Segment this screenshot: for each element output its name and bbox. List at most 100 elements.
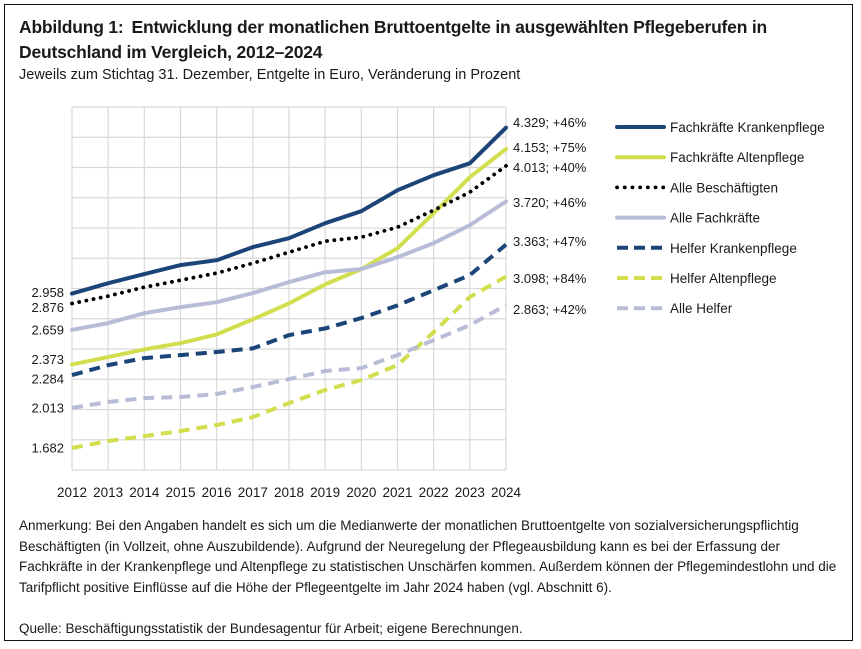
data-point	[106, 321, 110, 325]
figure-subtitle: Jeweils zum Stichtag 31. Dezember, Entge…	[19, 67, 521, 83]
data-point	[251, 291, 255, 295]
end-value-label: 4.329; +46%	[513, 115, 587, 130]
data-point	[142, 272, 146, 276]
data-point	[70, 362, 74, 366]
data-point	[323, 270, 327, 274]
data-point	[468, 323, 472, 327]
data-point	[504, 164, 508, 168]
figure-number: Abbildung 1:	[19, 17, 124, 37]
start-value-label: 2.958	[31, 285, 64, 300]
x-tick-label: 2022	[419, 485, 449, 500]
data-point	[432, 330, 436, 334]
data-point	[504, 147, 508, 151]
data-point	[359, 366, 363, 370]
series-line-helfer-krankenpflege	[71, 243, 508, 378]
data-point	[359, 209, 363, 213]
data-point	[396, 255, 400, 259]
data-point	[215, 300, 219, 304]
data-point	[106, 400, 110, 404]
data-point	[142, 311, 146, 315]
data-point	[432, 241, 436, 245]
x-tick-label: 2019	[310, 485, 340, 500]
data-point	[215, 271, 219, 275]
data-point	[432, 288, 436, 292]
data-point	[396, 188, 400, 192]
data-point	[142, 347, 146, 351]
end-value-labels: 4.329; +46% 4.153; +75% 4.013; +40% 3.720; …	[513, 115, 587, 317]
series-line-alle-besch-ftigten	[70, 163, 508, 306]
data-point	[396, 225, 400, 229]
data-point	[251, 245, 255, 249]
data-point	[468, 223, 472, 227]
data-point	[215, 392, 219, 396]
series-line-alle-fachkr-fte	[70, 199, 508, 332]
end-value-label: 2.863; +42%	[513, 302, 587, 317]
figure-frame	[4, 4, 853, 641]
data-point	[142, 285, 146, 289]
data-point	[251, 261, 255, 265]
data-point	[287, 280, 291, 284]
x-tick-label: 2016	[202, 485, 232, 500]
figure-note: Anmerkung: Bei den Angaben handelt es si…	[19, 518, 837, 595]
data-point	[106, 439, 110, 443]
series-line-fachkr-fte-krankenpflege	[70, 125, 508, 296]
end-value-label: 4.013; +40%	[513, 160, 587, 175]
legend-label: Fachkräfte Altenpflege	[670, 150, 804, 165]
x-tick-label: 2017	[238, 485, 268, 500]
x-axis-tick-labels: 2012 2013 2014 2015 2016 2017 2018 2019 2020 2021…	[57, 485, 522, 500]
data-point	[179, 429, 183, 433]
data-point	[359, 235, 363, 239]
data-point	[468, 295, 472, 299]
data-point	[106, 294, 110, 298]
data-point	[215, 332, 219, 336]
x-tick-label: 2012	[57, 485, 87, 500]
data-point	[359, 316, 363, 320]
data-point	[287, 250, 291, 254]
series-line-helfer-altenpflege	[71, 274, 507, 450]
data-point	[70, 302, 74, 306]
x-tick-label: 2021	[382, 485, 412, 500]
data-point	[287, 401, 291, 405]
legend-label: Alle Helfer	[670, 301, 733, 316]
x-tick-label: 2014	[129, 485, 160, 500]
data-point	[432, 173, 436, 177]
data-point	[142, 434, 146, 438]
x-tick-label: 2024	[491, 485, 522, 500]
data-point	[468, 273, 472, 277]
data-point	[215, 258, 219, 262]
x-tick-label: 2018	[274, 485, 304, 500]
data-point	[70, 373, 74, 377]
data-point	[179, 341, 183, 345]
figure-title: Abbildung 1: Entwicklung der monatlichen …	[19, 15, 839, 65]
start-value-label: 2.373	[31, 352, 64, 367]
end-value-label: 3.720; +46%	[513, 195, 587, 210]
start-value-label: 2.284	[31, 372, 64, 387]
data-point	[504, 243, 508, 247]
data-point	[323, 239, 327, 243]
data-point	[323, 388, 327, 392]
data-point	[504, 303, 508, 307]
data-point	[396, 303, 400, 307]
legend-label: Helfer Krankenpflege	[670, 241, 797, 256]
data-point	[70, 292, 74, 296]
data-point	[179, 395, 183, 399]
data-point	[215, 423, 219, 427]
data-point	[468, 161, 472, 165]
data-point	[179, 353, 183, 357]
series-line-fachkr-fte-altenpflege	[70, 147, 508, 367]
data-point	[432, 338, 436, 342]
data-point	[179, 263, 183, 267]
data-point	[287, 301, 291, 305]
data-point	[70, 328, 74, 332]
data-point	[287, 377, 291, 381]
series-line-alle-helfer	[71, 303, 507, 410]
data-point	[432, 208, 436, 212]
start-value-label: 2.013	[31, 400, 64, 415]
data-point	[287, 333, 291, 337]
x-tick-label: 2023	[455, 485, 485, 500]
data-point	[468, 175, 472, 179]
legend-label: Fachkräfte Krankenpflege	[670, 120, 825, 135]
data-point	[179, 305, 183, 309]
data-point	[106, 363, 110, 367]
